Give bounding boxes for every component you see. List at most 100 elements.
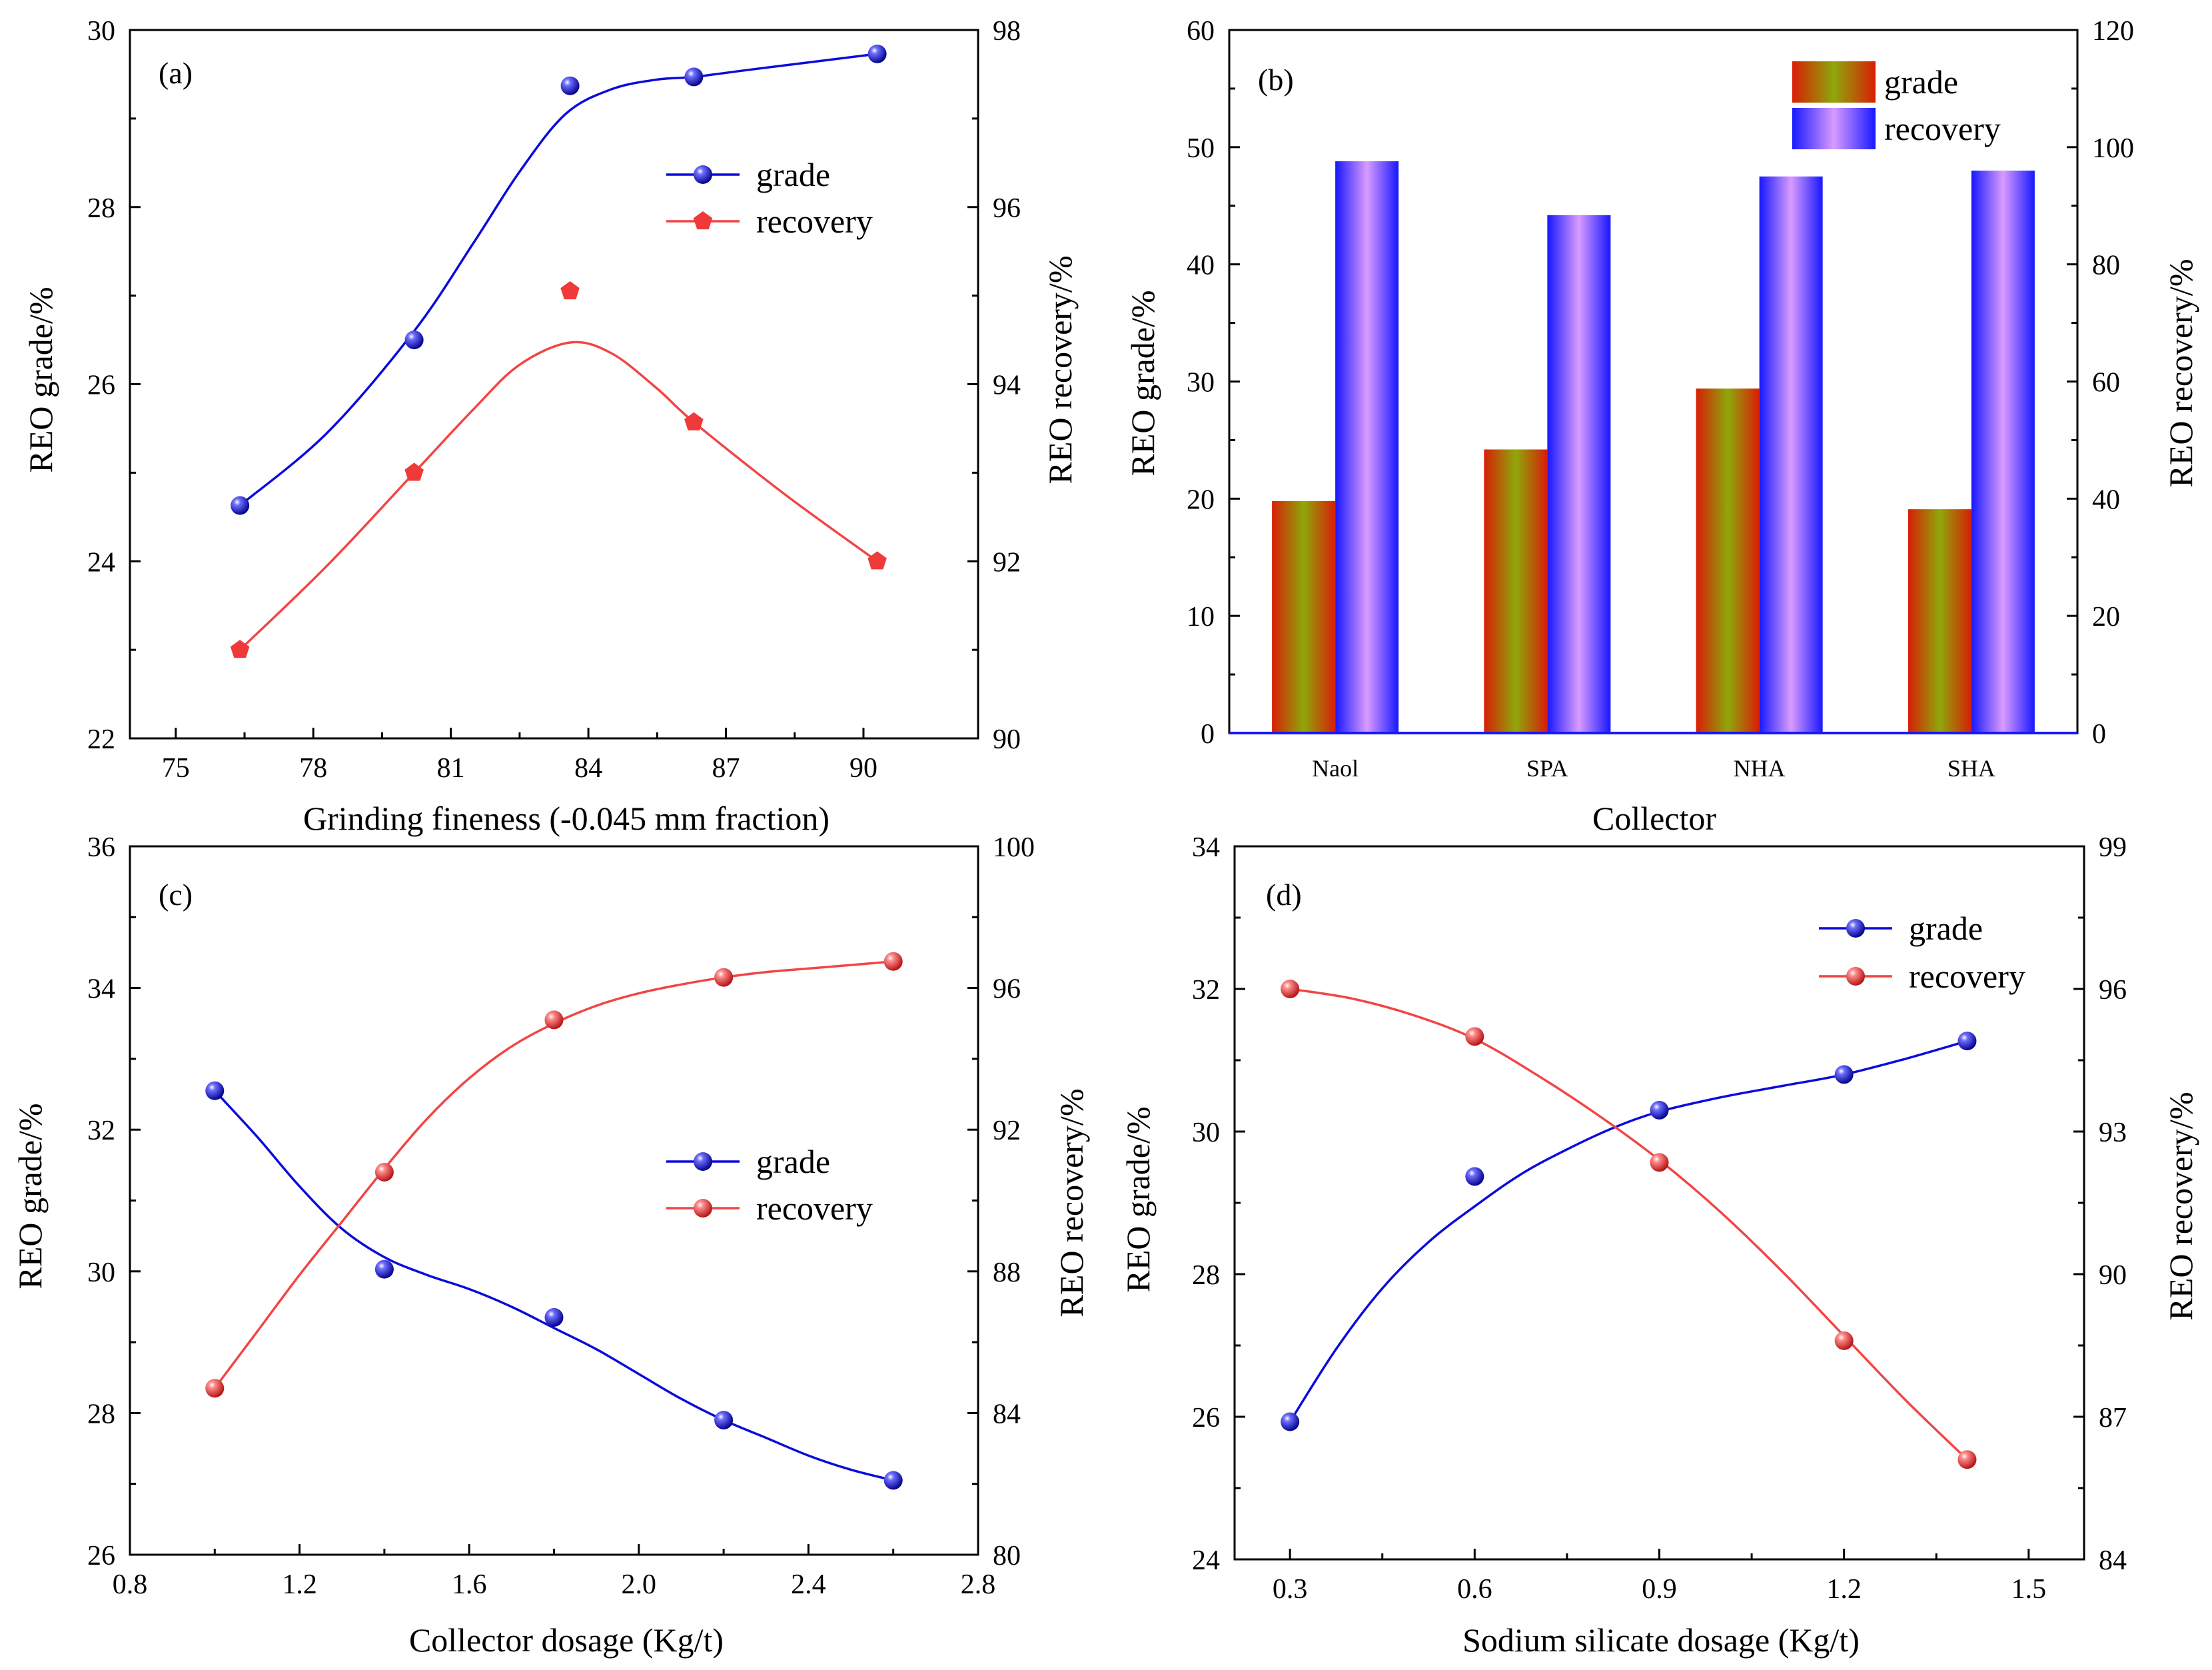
panel-b-recovery-bar (1547, 215, 1611, 734)
panel-d-y2-tick-label: 90 (2099, 1260, 2127, 1291)
panel-a-recovery-point (867, 551, 887, 570)
panel-c-x-tick-label: 2.0 (622, 1569, 657, 1600)
panel-a-y2-tick-label: 98 (993, 16, 1021, 47)
panel-d-y2-tick-label: 99 (2099, 832, 2127, 863)
panel-c: (c) Collector dosage (Kg/t) REO grade/% … (11, 832, 1090, 1659)
panel-c-y-tick-label: 32 (87, 1116, 115, 1146)
panel-d-y-tick-label: 34 (1192, 832, 1220, 863)
panel-b-y2-tick-label: 100 (2092, 133, 2134, 164)
panel-b-y-tick-label: 0 (1201, 719, 1215, 750)
panel-a-x-tick-label: 81 (437, 753, 465, 784)
panel-a-recovery-line (239, 341, 878, 651)
panel-c-legend-grade-label: grade (756, 1143, 830, 1180)
panel-b-grade-bar (1696, 389, 1760, 733)
panel-d-recovery-point (1281, 980, 1300, 998)
panel-d-x-tick-label: 0.6 (1457, 1574, 1492, 1605)
panel-c-x-tick-label: 2.4 (791, 1569, 826, 1600)
panel-b-x-tick-label: SPA (1526, 755, 1568, 782)
panel-c-recovery-point (544, 1010, 564, 1030)
panel-c-grade-point (374, 1259, 394, 1279)
panel-d-grade-point (1650, 1100, 1669, 1120)
panel-a-y-tick-label: 26 (87, 371, 115, 401)
panel-c-legend-recovery-marker (694, 1199, 712, 1218)
panel-b-x-tick-label: SHA (1947, 755, 1995, 782)
panel-b-y-tick-label: 40 (1187, 251, 1215, 281)
panel-c-y2-tick-label: 88 (993, 1257, 1021, 1288)
panel-c-x-tick-label: 1.2 (282, 1569, 317, 1600)
panel-c-y2-tick-label: 96 (993, 974, 1021, 1005)
panel-b-y2-tick-label: 120 (2092, 16, 2134, 47)
panel-b-y2-tick-label: 20 (2092, 602, 2120, 632)
panel-b-y-tick-label: 10 (1187, 602, 1215, 632)
panel-b-legend-recovery-label: recovery (1884, 110, 2001, 147)
panel-c-legend-grade-marker (694, 1152, 712, 1171)
panel-c-label: (c) (159, 878, 193, 912)
panel-d-y2-tick-label: 87 (2099, 1403, 2127, 1433)
panel-a-recovery-point (230, 640, 250, 658)
panel-b-legend-grade-swatch (1792, 61, 1876, 103)
panel-b-y-tick-label: 20 (1187, 484, 1215, 515)
panel-d: (d) Sodium silicate dosage (Kg/t) REO gr… (1119, 832, 2199, 1659)
panel-b-label: (b) (1258, 63, 1294, 97)
panel-c-y2-tick-label: 92 (993, 1116, 1021, 1146)
panel-a-x-tick-label: 90 (849, 753, 877, 784)
panel-c-x-tick-label: 1.6 (452, 1569, 487, 1600)
panel-a-x-tick-label: 87 (712, 753, 740, 784)
panel-d-x-tick-label: 1.2 (1826, 1574, 1862, 1605)
panel-c-y-tick-label: 26 (87, 1541, 115, 1571)
panel-d-y-tick-label: 24 (1192, 1545, 1220, 1576)
panel-a-grade-point (684, 67, 704, 87)
panel-a-legend-grade-label: grade (756, 156, 830, 193)
panel-d-recovery-line (1289, 988, 1968, 1461)
panel-b-y-tick-label: 30 (1187, 368, 1215, 399)
panel-c-y-tick-label: 28 (87, 1399, 115, 1429)
panel-b-y-axis-label: REO grade/% (1124, 290, 1161, 476)
panel-a-y2-tick-label: 96 (993, 193, 1021, 224)
panel-c-recovery-point (714, 968, 734, 987)
panel-a-recovery-point (404, 462, 424, 481)
panel-a-legend-recovery-marker (693, 211, 713, 230)
panel-a-y2-tick-label: 92 (993, 547, 1021, 578)
panel-b-x-axis-label: Collector (1592, 800, 1716, 837)
panel-c-y2-axis-label: REO recovery/% (1053, 1089, 1090, 1317)
panel-a-y2-tick-label: 94 (993, 371, 1021, 401)
panel-d-y2-tick-label: 93 (2099, 1118, 2127, 1148)
panel-d-x-tick-label: 1.5 (2011, 1574, 2047, 1605)
panel-d-grade-point (1281, 1412, 1300, 1431)
panel-b-legend-grade-label: grade (1884, 63, 1958, 101)
panel-b-y-tick-label: 50 (1187, 133, 1215, 164)
panel-c-grade-line (214, 1090, 894, 1482)
panel-d-recovery-point (1957, 1450, 1977, 1469)
panel-c-y-axis-label: REO grade/% (11, 1103, 49, 1289)
panel-d-grade-point (1834, 1065, 1854, 1084)
panel-d-grade-point (1465, 1167, 1484, 1186)
panel-b-y2-tick-label: 0 (2092, 719, 2106, 750)
panel-c-y2-tick-label: 84 (993, 1399, 1021, 1429)
panel-d-recovery-point (1834, 1331, 1854, 1350)
panel-b-grade-bar (1272, 500, 1336, 733)
panel-d-plot-frame (1233, 845, 2085, 1561)
panel-d-grade-line (1289, 1040, 1967, 1423)
panel-d-x-tick-label: 0.3 (1273, 1574, 1308, 1605)
panel-a-x-tick-label: 84 (574, 753, 602, 784)
panel-b-legend-recovery-swatch (1792, 108, 1876, 149)
panel-c-y-tick-label: 30 (87, 1257, 115, 1288)
panel-a-grade-line (239, 53, 877, 506)
panel-a-grade-point (560, 76, 580, 95)
panel-a-y-tick-label: 30 (87, 16, 115, 47)
panel-c-y-tick-label: 34 (87, 974, 115, 1005)
panel-d-y2-axis-label: REO recovery/% (2162, 1092, 2199, 1321)
panel-c-y2-tick-label: 80 (993, 1541, 1021, 1571)
panel-a-y-axis-label: REO grade/% (22, 287, 59, 472)
panel-a-grade-point (231, 496, 250, 515)
panel-c-recovery-point (374, 1162, 394, 1182)
panel-b-x-tick-label: Naol (1312, 755, 1359, 782)
panel-a-x-tick-label: 75 (162, 753, 190, 784)
panel-b: (b) Collector REO grade/% REO recovery/%… (1124, 16, 2199, 837)
panel-d-x-axis-label: Sodium silicate dosage (Kg/t) (1462, 1621, 1860, 1659)
panel-b-y2-axis-label: REO recovery/% (2162, 259, 2199, 488)
panel-d-legend-recovery-label: recovery (1909, 958, 2025, 995)
panel-a-x-tick-label: 78 (299, 753, 327, 784)
panel-a-grade-point (404, 331, 424, 350)
